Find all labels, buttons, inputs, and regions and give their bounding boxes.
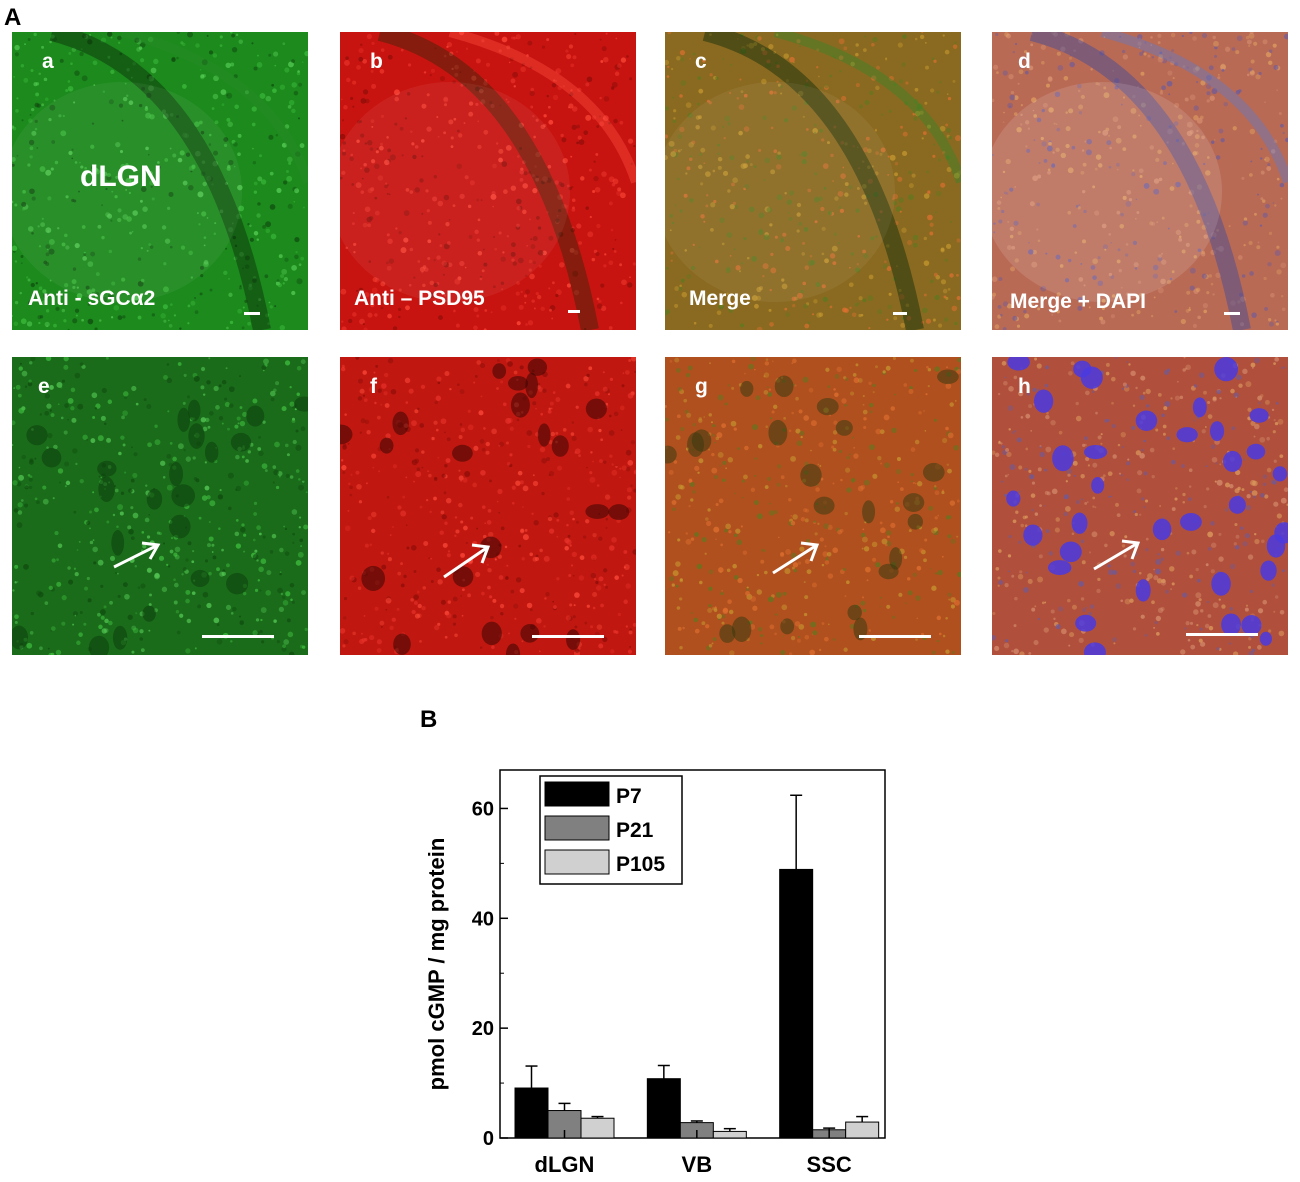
scale-bar — [532, 635, 604, 638]
panel-a-letter: A — [4, 4, 22, 31]
legend-label: P21 — [616, 819, 654, 842]
stain-label: Anti - sGCα2 — [28, 287, 156, 310]
arrow-icon — [113, 541, 161, 569]
micrograph-h: h — [992, 357, 1288, 655]
stain-label: Merge — [689, 287, 751, 310]
bar-p105-vb — [712, 1130, 747, 1139]
y-tick-label: 20 — [472, 1018, 494, 1040]
x-tick-label: VB — [682, 1152, 713, 1177]
micrograph-d: d Merge + DAPI — [992, 32, 1288, 330]
micrograph-e-image — [12, 357, 308, 655]
micrograph-a-image — [12, 32, 308, 330]
region-label: dLGN — [80, 160, 162, 193]
micrograph-letter: f — [370, 375, 377, 398]
legend-swatch — [544, 781, 610, 807]
micrograph-f-image — [340, 357, 636, 655]
micrograph-b-image — [340, 32, 636, 330]
bar-chart: 0 20 40 60 pmol cGMP / mg protein dLGN VB SSC P7… — [424, 769, 886, 1177]
micrograph-g-image — [665, 357, 961, 655]
arrow-icon — [772, 541, 820, 575]
panel-b-letter: B — [420, 706, 438, 733]
legend-swatch — [544, 849, 610, 875]
y-tick-label: 0 — [483, 1128, 494, 1150]
micrograph-c-image — [665, 32, 961, 330]
y-tick-label: 60 — [472, 798, 494, 820]
y-axis-label: pmol cGMP / mg protein — [424, 838, 449, 1091]
micrograph-letter: a — [42, 50, 54, 73]
micrograph-letter: e — [38, 375, 50, 398]
micrograph-g: g — [665, 357, 961, 655]
micrograph-letter: h — [1018, 375, 1031, 398]
bar-p105-ssc — [845, 1121, 880, 1139]
micrograph-b: b Anti – PSD95 — [340, 32, 636, 330]
scale-bar — [202, 635, 274, 638]
legend-label: P105 — [616, 853, 665, 876]
legend-swatch — [544, 815, 610, 841]
scale-bar — [244, 312, 260, 315]
stain-label: Merge + DAPI — [1010, 290, 1146, 313]
arrow-icon — [443, 543, 491, 579]
micrograph-letter: g — [695, 375, 708, 398]
micrograph-d-image — [992, 32, 1288, 330]
micrograph-c: c Merge — [665, 32, 961, 330]
x-tick-label: SSC — [807, 1152, 852, 1177]
x-tick-label: dLGN — [535, 1152, 595, 1177]
scale-bar — [1186, 633, 1258, 636]
micrograph-a: a dLGN Anti - sGCα2 — [12, 32, 308, 330]
scale-bar — [568, 310, 580, 313]
micrograph-letter: b — [370, 50, 383, 73]
y-tick-label: 40 — [472, 908, 494, 930]
micrograph-e: e — [12, 357, 308, 655]
micrograph-h-image — [992, 357, 1288, 655]
bar-p105-dlgn — [580, 1117, 615, 1139]
bar-p7-ssc — [779, 868, 814, 1139]
bar-p7-vb — [646, 1078, 681, 1139]
arrow-icon — [1093, 539, 1141, 571]
bar-p7-dlgn — [514, 1087, 549, 1139]
scale-bar — [859, 635, 931, 638]
micrograph-letter: d — [1018, 50, 1031, 73]
scale-bar — [1224, 312, 1240, 315]
legend-label: P7 — [616, 785, 642, 808]
micrograph-letter: c — [695, 50, 707, 73]
micrograph-f: f — [340, 357, 636, 655]
scale-bar — [893, 312, 907, 315]
stain-label: Anti – PSD95 — [354, 287, 485, 310]
